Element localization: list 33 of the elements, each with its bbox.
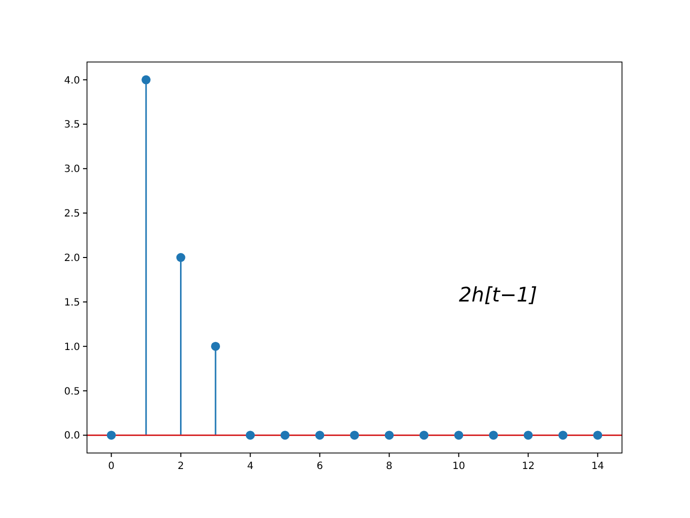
- x-tick-label: 6: [316, 461, 323, 472]
- y-tick-label: 0.5: [64, 386, 80, 398]
- y-tick-label: 0.0: [64, 430, 80, 442]
- y-tick-label: 4.0: [64, 75, 80, 86]
- point: [593, 430, 602, 440]
- y-tick-label: 1.5: [64, 297, 80, 308]
- x-tick-label: 2: [178, 461, 184, 472]
- x-tick-label: 12: [522, 461, 535, 472]
- annotation: 2h[t−1]: [458, 282, 538, 307]
- y-tick-label: 1.0: [64, 342, 80, 353]
- y-tick-label: 2.0: [64, 253, 80, 264]
- point: [558, 430, 568, 440]
- x-tick-label: 8: [386, 461, 392, 472]
- point: [419, 430, 428, 440]
- point: [384, 430, 394, 440]
- point: [246, 430, 255, 440]
- point: [176, 253, 186, 262]
- point: [488, 430, 498, 440]
- point: [280, 430, 290, 440]
- x-tick-label: 0: [108, 461, 115, 472]
- y-tick-label: 3.5: [64, 120, 80, 131]
- x-tick-label: 14: [591, 461, 604, 472]
- x-tick-label: 4: [247, 461, 254, 472]
- y-tick-label: 2.5: [64, 208, 80, 220]
- point: [350, 430, 359, 440]
- point: [315, 430, 324, 440]
- point: [142, 75, 151, 84]
- x-tick-label: 10: [452, 461, 466, 472]
- point: [211, 342, 220, 351]
- point: [106, 430, 116, 440]
- point: [454, 430, 464, 440]
- y-tick-label: 3.0: [64, 164, 80, 176]
- point: [524, 430, 533, 440]
